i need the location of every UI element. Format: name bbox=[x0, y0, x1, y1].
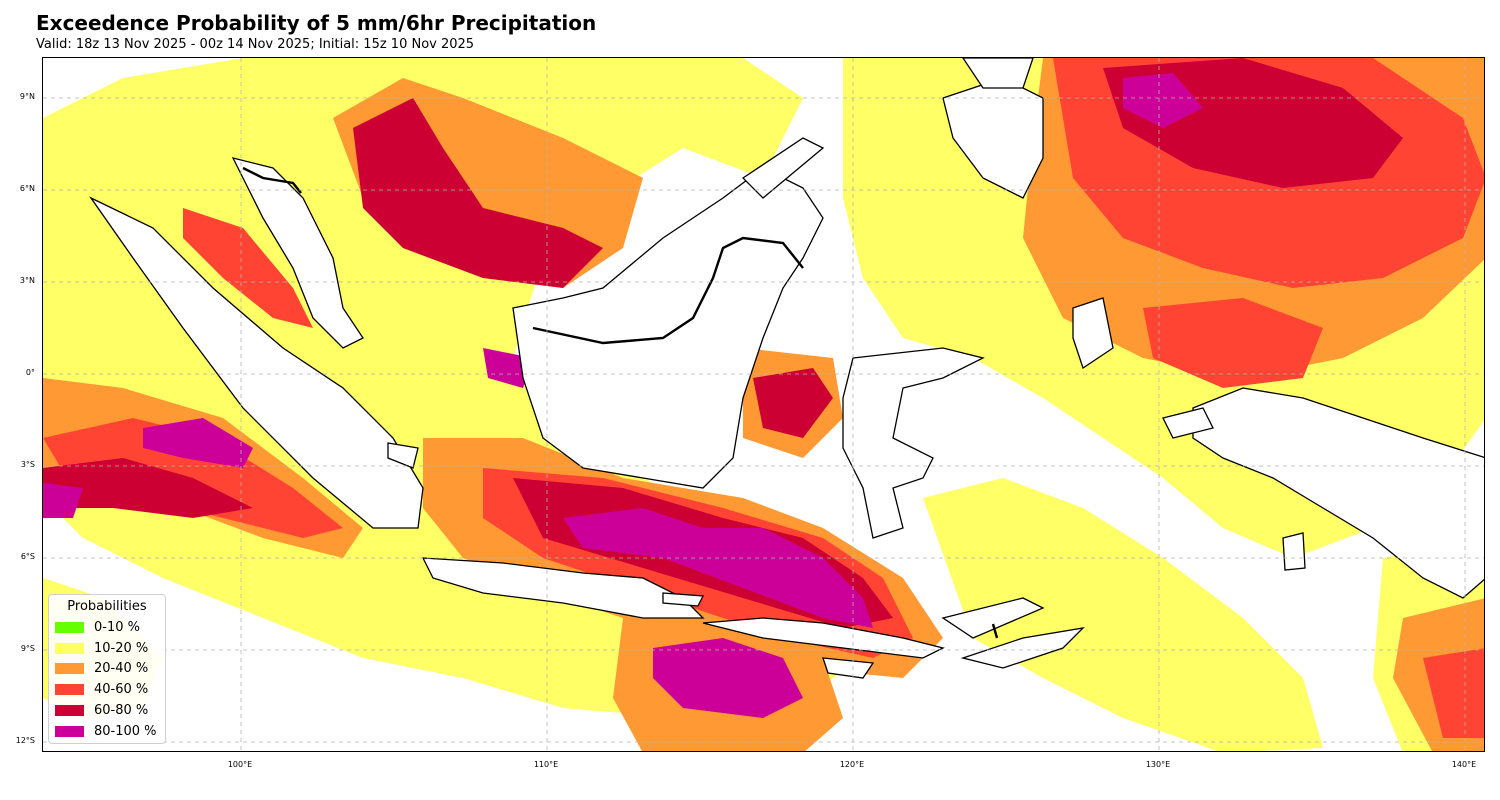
bangka-coastline bbox=[387, 442, 419, 469]
legend-label: 10-20 % bbox=[94, 640, 149, 656]
lon-label-140e: 140°E bbox=[1451, 760, 1477, 769]
legend-item: 40-60 % bbox=[55, 679, 159, 700]
sumba-coastline bbox=[822, 657, 875, 679]
lat-label-0: 0° bbox=[25, 368, 35, 377]
lon-label-100e: 100°E bbox=[227, 760, 253, 769]
lon-label-130e: 130°E bbox=[1145, 760, 1171, 769]
legend-item: 80-100 % bbox=[55, 721, 159, 742]
map-subtitle: Valid: 18z 13 Nov 2025 - 00z 14 Nov 2025… bbox=[36, 37, 475, 52]
map-canvas bbox=[43, 58, 1484, 751]
legend-item: 0-10 % bbox=[55, 617, 159, 638]
luzon-coastline bbox=[962, 58, 1034, 89]
lat-label-12s: 12°S bbox=[15, 736, 35, 745]
prob-area-80-100 bbox=[143, 418, 253, 468]
new-guinea-coastline bbox=[1192, 387, 1484, 599]
seram-coastline bbox=[1162, 407, 1214, 439]
legend-swatch bbox=[55, 725, 84, 737]
legend-label: 20-40 % bbox=[94, 661, 149, 677]
lat-label-3s: 3°S bbox=[20, 460, 35, 469]
prob-area-40-60 bbox=[1143, 298, 1323, 388]
precipitation-map bbox=[42, 57, 1485, 752]
timor-coastline bbox=[941, 597, 1045, 639]
probability-shading bbox=[43, 58, 1484, 751]
legend-label: 80-100 % bbox=[94, 723, 157, 739]
legend-title: Probabilities bbox=[67, 599, 147, 614]
lon-label-110e: 110°E bbox=[533, 760, 559, 769]
legend-swatch bbox=[55, 705, 84, 717]
sulawesi-coastline bbox=[842, 347, 985, 539]
lesser-sunda-coastline bbox=[702, 617, 945, 659]
prob-area-40-60 bbox=[183, 208, 313, 328]
prob-area-60-80 bbox=[353, 98, 603, 288]
halmahera-coastline bbox=[1072, 297, 1114, 370]
prob-area-80-100 bbox=[43, 483, 83, 518]
legend-swatch bbox=[55, 663, 84, 675]
coastlines bbox=[89, 58, 1484, 679]
lat-label-6s: 6°S bbox=[20, 552, 35, 561]
borneo-border bbox=[532, 236, 804, 345]
flores-timor-coastline bbox=[960, 627, 1085, 669]
legend-swatch bbox=[55, 621, 84, 633]
malaysia-border bbox=[242, 166, 302, 194]
bali-lombok-coastline bbox=[662, 592, 705, 607]
legend-swatch bbox=[55, 642, 84, 654]
gridlines bbox=[43, 58, 1484, 751]
timor-border bbox=[991, 623, 999, 639]
lon-label-120e: 120°E bbox=[839, 760, 865, 769]
lat-label-3n: 3°N bbox=[19, 276, 35, 285]
legend-label: 0-10 % bbox=[94, 619, 140, 635]
prob-area-80-100 bbox=[653, 638, 803, 718]
legend-item: 60-80 % bbox=[55, 700, 159, 721]
legend: Probabilities 0-10 % 10-20 % 20-40 % 40-… bbox=[48, 594, 166, 744]
legend-item: 20-40 % bbox=[55, 659, 159, 680]
legend-label: 40-60 % bbox=[94, 682, 149, 698]
prob-area-60-80 bbox=[43, 458, 253, 518]
lat-label-9s: 9°S bbox=[20, 644, 35, 653]
lat-label-6n: 6°N bbox=[19, 184, 35, 193]
prob-area-80-100 bbox=[563, 508, 873, 628]
sumatra-coastline bbox=[89, 196, 424, 529]
prob-area-60-80 bbox=[753, 368, 833, 438]
prob-area-40-60 bbox=[1423, 648, 1484, 738]
prob-area-10-20 bbox=[923, 478, 1323, 751]
legend-item: 10-20 % bbox=[55, 638, 159, 659]
aru-coastline bbox=[1282, 532, 1306, 571]
prob-area-80-100 bbox=[1123, 73, 1203, 128]
legend-label: 60-80 % bbox=[94, 703, 149, 719]
java-coastline bbox=[421, 557, 705, 619]
malay-peninsula-coastline bbox=[231, 157, 364, 349]
palawan-coastline bbox=[741, 137, 825, 199]
map-title: Exceedence Probability of 5 mm/6hr Preci… bbox=[36, 11, 597, 35]
legend-swatch bbox=[55, 684, 84, 696]
borneo-coastline bbox=[512, 167, 824, 489]
lat-label-9n: 9°N bbox=[19, 92, 35, 101]
borders bbox=[242, 166, 999, 639]
